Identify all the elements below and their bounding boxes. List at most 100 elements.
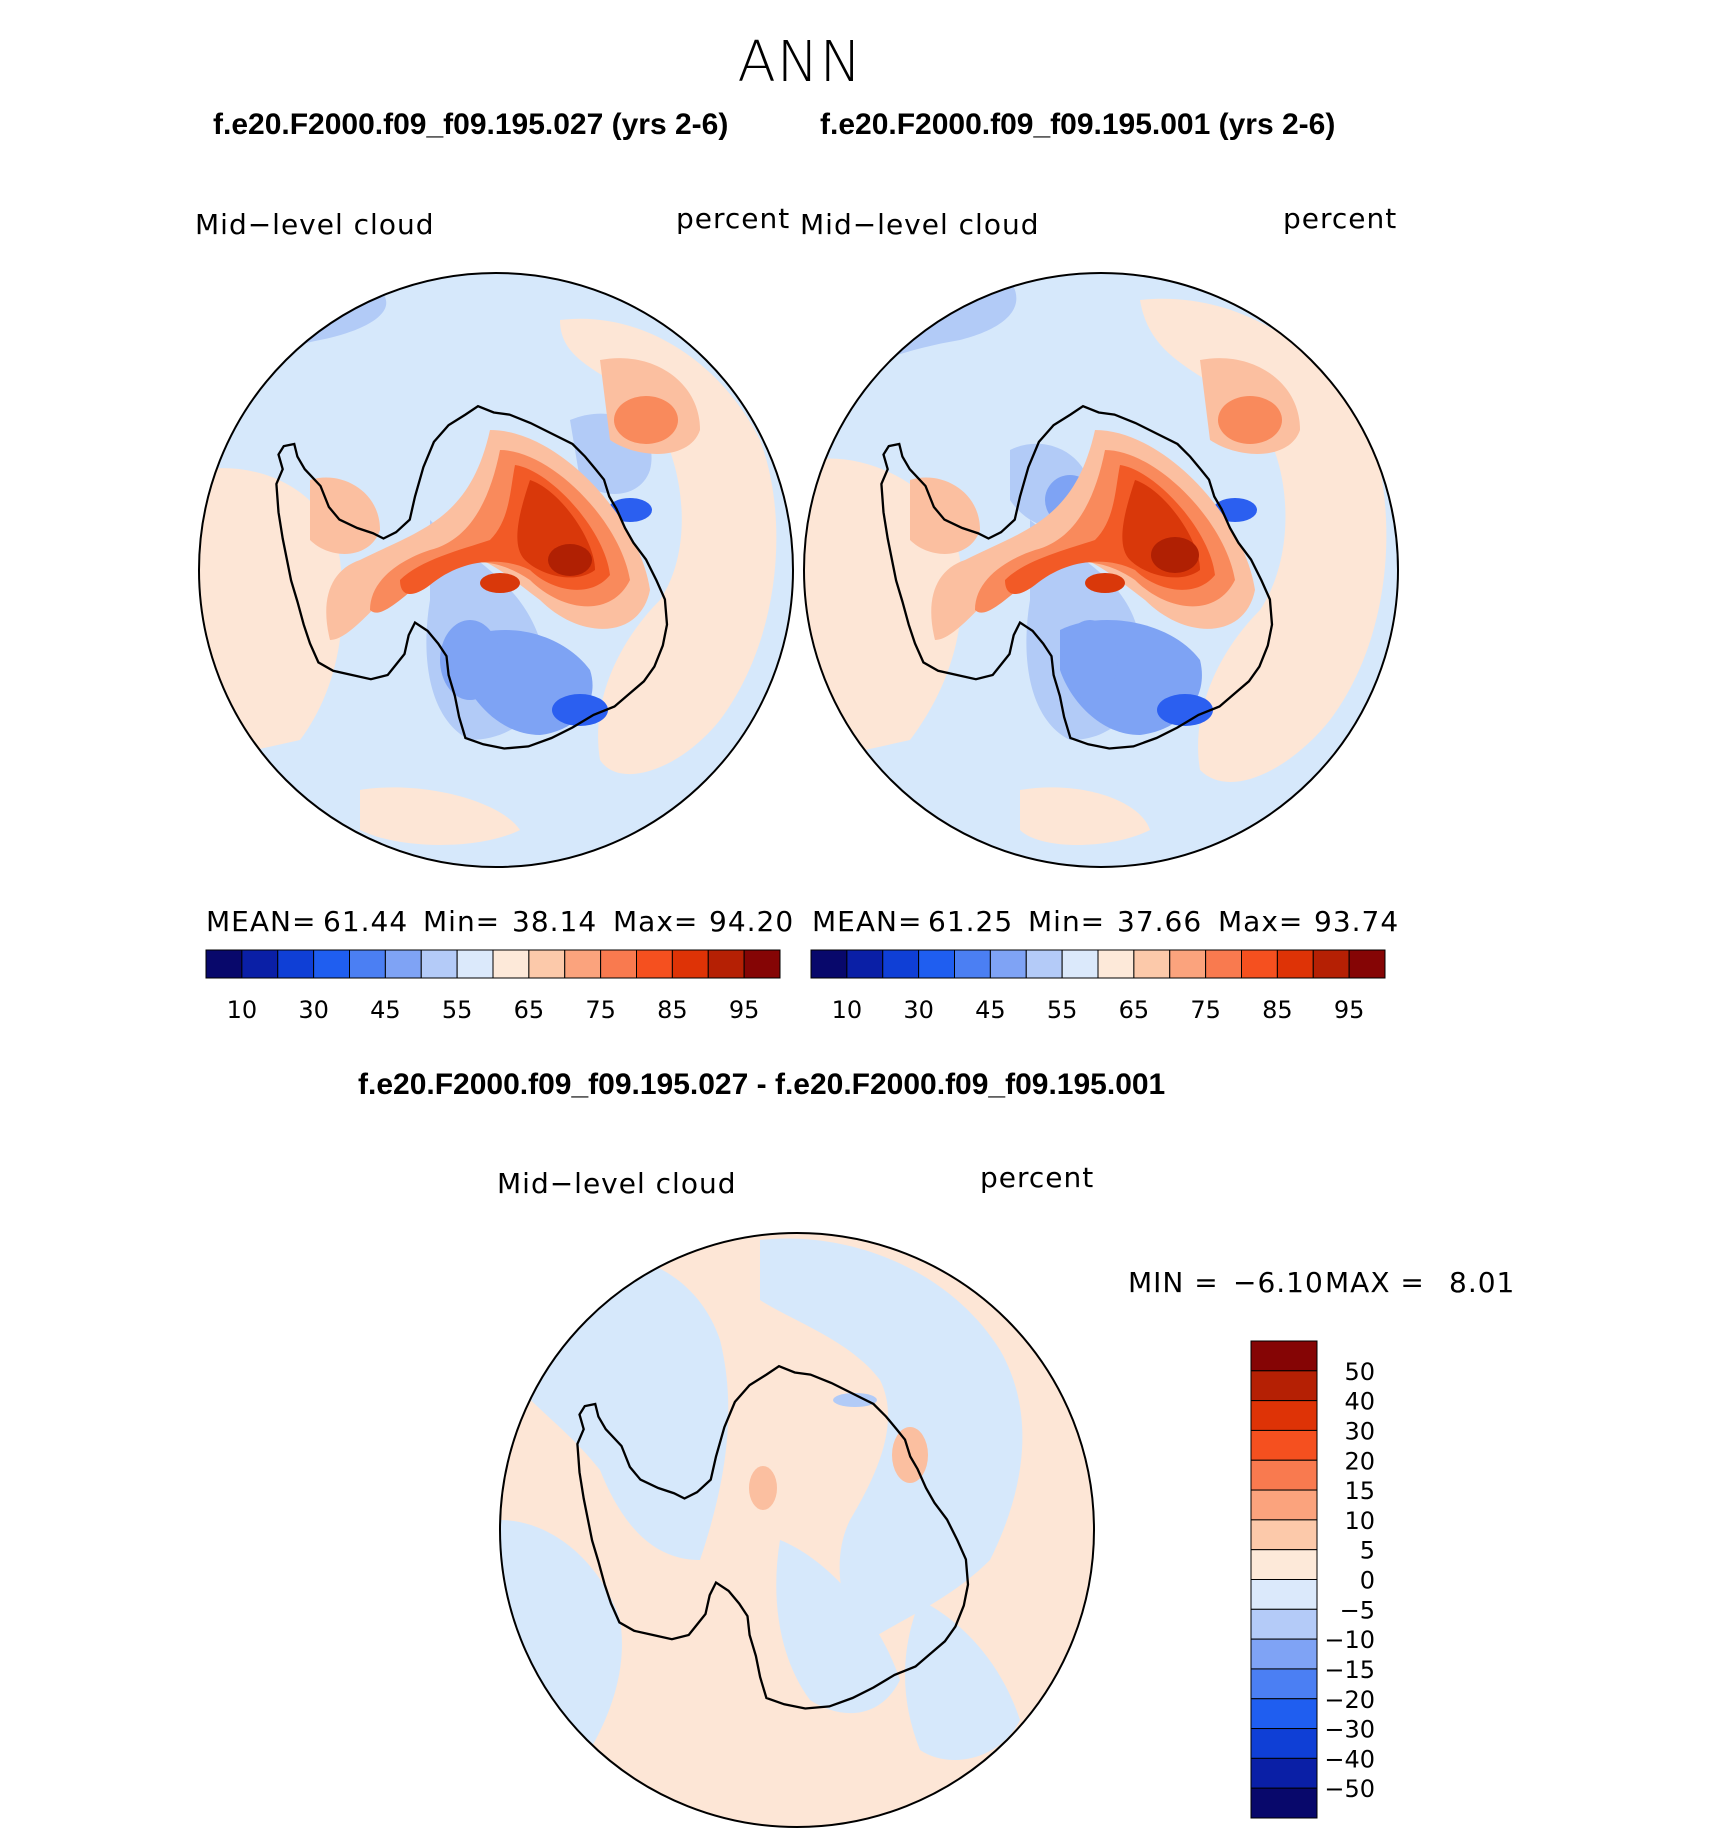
panel2-colorbar-swatch-3	[918, 949, 955, 979]
panel1-colorbar-swatch-1	[241, 949, 279, 979]
panel1-min-label: Min=	[423, 905, 501, 938]
panel2-colorbar-tick-label: 10	[832, 996, 863, 1024]
difference-colorbar-tick-label: −50	[1324, 1775, 1375, 1803]
panel2-colorbar-swatch-13	[1276, 949, 1314, 979]
difference-colorbar-swatch-3	[1250, 1429, 1318, 1461]
panel1-colorbar-swatch-15	[743, 949, 781, 979]
panel2-colorbar-tick-label: 65	[1119, 996, 1150, 1024]
panel2-colorbar-swatch-14	[1312, 949, 1350, 979]
panel1-colorbar-swatch-3	[313, 949, 350, 979]
panel1-colorbar-tick-label: 30	[298, 996, 329, 1024]
difference-colorbar-swatch-1	[1250, 1370, 1318, 1402]
panel1-colorbar-tick-label: 55	[442, 996, 473, 1024]
difference-colorbar-swatch-12	[1250, 1698, 1318, 1730]
panel1-map-border	[198, 272, 794, 868]
panel2-colorbar-swatch-15	[1348, 949, 1386, 979]
panel1-colorbar-tick-label: 95	[729, 996, 760, 1024]
panel1-colorbar-swatch-10	[564, 949, 602, 979]
difference-colorbar-swatch-0	[1250, 1340, 1318, 1372]
panel2-colorbar-tick-label: 95	[1334, 996, 1365, 1024]
panel1-colorbar-tick-label: 85	[657, 996, 688, 1024]
difference-colorbar-tick-label: 0	[1360, 1567, 1375, 1595]
panel3-max-value: 8.01	[1449, 1266, 1516, 1299]
panel2-colorbar-swatch-1	[846, 949, 884, 979]
panel1-colorbar-swatch-0	[205, 949, 243, 979]
panel1-max-value: 94.20	[709, 905, 795, 938]
panel2-mean-label: MEAN=	[812, 905, 923, 938]
difference-colorbar-tick-label: −10	[1324, 1626, 1375, 1654]
difference-colorbar-tick-label: −20	[1324, 1686, 1375, 1714]
panel3-min-value: −6.10	[1233, 1266, 1324, 1299]
panel1-units-label: percent	[676, 202, 791, 235]
panel1-map	[199, 273, 793, 867]
panel1-colorbar-swatch-5	[384, 949, 422, 979]
difference-colorbar-tick-label: 15	[1344, 1477, 1375, 1505]
panel2-min-value: 37.66	[1117, 905, 1203, 938]
panel1-colorbar-swatch-8	[492, 949, 530, 979]
difference-colorbar-swatch-10	[1250, 1638, 1318, 1670]
difference-colorbar-swatch-13	[1250, 1728, 1318, 1759]
panel1-variable-label: Mid−level cloud	[195, 208, 435, 241]
panel2-colorbar-swatch-5	[989, 949, 1027, 979]
panel2-colorbar-tick-label: 45	[975, 996, 1006, 1024]
panel1-colorbar: 10 30 45 55 65 75 85 95	[205, 949, 781, 1024]
panel2-title: f.e20.F2000.f09_f09.195.001 (yrs 2-6)	[820, 108, 1336, 141]
panel2-colorbar-swatch-6	[1025, 949, 1063, 979]
difference-colorbar-swatch-4	[1250, 1459, 1318, 1491]
panel3-min-label: MIN =	[1128, 1266, 1219, 1299]
panel1-colorbar-swatch-13	[671, 949, 709, 979]
figure-title: ANN	[737, 30, 863, 95]
difference-colorbar-tick-label: 5	[1360, 1537, 1375, 1565]
difference-colorbar-tick-label: 50	[1344, 1358, 1375, 1386]
panel1-min-value: 38.14	[512, 905, 598, 938]
panel2-units-label: percent	[1283, 202, 1398, 235]
panel1-colorbar-swatch-2	[277, 949, 315, 979]
panel1-colorbar-tick-label: 75	[585, 996, 616, 1024]
panel2-variable-label: Mid−level cloud	[800, 208, 1040, 241]
difference-colorbar-swatch-5	[1250, 1489, 1318, 1521]
panel1-colorbar-swatch-6	[420, 949, 458, 979]
difference-colorbar-swatch-2	[1250, 1400, 1318, 1431]
panel3-map-border	[499, 1232, 1095, 1828]
panel2-colorbar-tick-label: 30	[903, 996, 934, 1024]
panel1-mean-label: MEAN=	[206, 905, 317, 938]
panel2-colorbar-swatch-8	[1097, 949, 1135, 979]
panel1-colorbar-tick-label: 45	[370, 996, 401, 1024]
panel1-colorbar-swatch-12	[636, 949, 673, 979]
panel1-colorbar-tick-label: 65	[514, 996, 545, 1024]
difference-colorbar-swatch-14	[1250, 1757, 1318, 1789]
panel2-mean-value: 61.25	[928, 905, 1014, 938]
difference-colorbar-tick-label: −5	[1340, 1596, 1375, 1624]
panel3-max-label: MAX =	[1325, 1266, 1425, 1299]
panel1-colorbar-swatch-11	[600, 949, 637, 979]
difference-colorbar-tick-label: 30	[1344, 1417, 1375, 1445]
difference-colorbar-tick-label: −15	[1324, 1656, 1375, 1684]
panel3-title: f.e20.F2000.f09_f09.195.027 - f.e20.F200…	[358, 1068, 1166, 1101]
panel2-colorbar-swatch-12	[1241, 949, 1278, 979]
difference-colorbar-tick-label: −30	[1324, 1716, 1375, 1744]
difference-colorbar-swatch-15	[1250, 1787, 1318, 1819]
panel2-colorbar-swatch-0	[810, 949, 848, 979]
panel2-colorbar-swatch-2	[882, 949, 920, 979]
difference-colorbar-swatch-6	[1250, 1519, 1318, 1551]
panel1-colorbar-tick-label: 10	[227, 996, 258, 1024]
difference-colorbar-tick-label: −40	[1324, 1745, 1375, 1773]
panel1-colorbar-swatch-9	[528, 949, 566, 979]
panel2-colorbar-tick-label: 55	[1047, 996, 1078, 1024]
difference-colorbar-swatch-11	[1250, 1668, 1318, 1700]
difference-colorbar-swatch-9	[1250, 1608, 1318, 1640]
panel2-max-value: 93.74	[1314, 905, 1400, 938]
difference-colorbar-swatch-7	[1250, 1549, 1318, 1580]
panel2-map-border	[803, 272, 1399, 868]
difference-colorbar-tick-label: 40	[1344, 1388, 1375, 1416]
panel1-colorbar-swatch-7	[456, 949, 494, 979]
panel2-colorbar-swatch-9	[1133, 949, 1171, 979]
difference-colorbar-tick-label: 10	[1344, 1507, 1375, 1535]
panel2-colorbar-swatch-7	[1061, 949, 1099, 979]
panel1-mean-value: 61.44	[323, 905, 409, 938]
panel2-max-label: Max=	[1218, 905, 1304, 938]
panel3-units-label: percent	[980, 1161, 1095, 1194]
panel2-colorbar-tick-label: 75	[1190, 996, 1221, 1024]
